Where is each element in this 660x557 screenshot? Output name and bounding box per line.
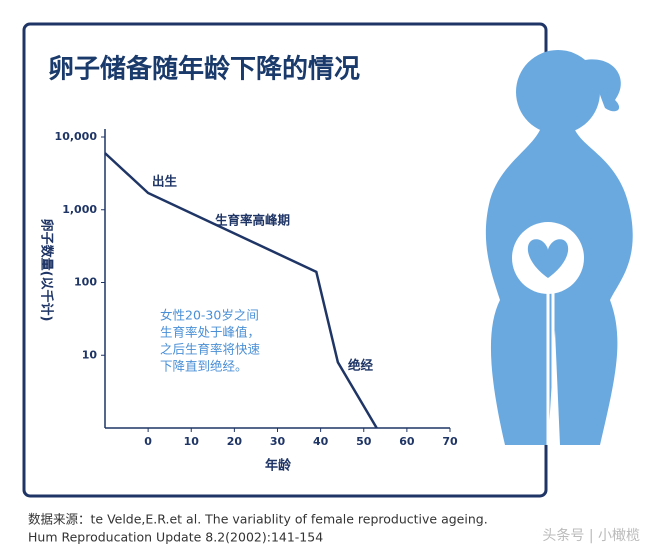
note: 下降直到绝经。 (160, 359, 248, 374)
source: Hum Reproducation Update 8.2(2002):141-1… (28, 530, 323, 545)
heart (527, 239, 569, 278)
x-tick-label: 70 (442, 435, 458, 448)
annotation: 生育率高峰期 (215, 213, 290, 228)
chart-title: 卵子储备随年龄下降的情况 (48, 54, 360, 85)
note: 生育率处于峰值， (160, 325, 260, 340)
x-tick-label: 20 (227, 435, 243, 448)
x-tick-label: 10 (184, 435, 200, 448)
annotation: 出生 (152, 174, 178, 189)
x-tick-label: 50 (356, 435, 372, 448)
source: 数据来源：te Velde,E.R.et al. The variablity … (28, 512, 488, 527)
x-tick-label: 60 (399, 435, 415, 448)
y-tick-label: 100 (74, 276, 97, 289)
data-line (104, 152, 378, 429)
frame (22, 22, 548, 498)
x-tick-label: 0 (144, 435, 152, 448)
y-axis-label: 卵子数量(以千计) (39, 219, 55, 322)
note: 之后生育率将快速 (160, 342, 261, 357)
note: 女性20-30岁之间 (160, 308, 259, 323)
annotation: 绝经 (348, 358, 374, 373)
x-tick-label: 30 (270, 435, 286, 448)
x-axis-label: 年龄 (265, 458, 292, 474)
y-tick-label: 10 (82, 348, 98, 361)
x-tick-label: 40 (313, 435, 329, 448)
figure-detail (546, 290, 555, 445)
y-tick-label: 10,000 (55, 130, 98, 143)
watermark: 头条号 | 小橄榄 (542, 527, 640, 544)
y-tick-label: 1,000 (62, 203, 97, 216)
